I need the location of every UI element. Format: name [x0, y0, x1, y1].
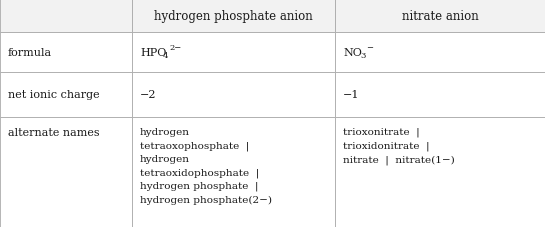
Text: trioxonitrate  |: trioxonitrate |: [343, 127, 420, 137]
Text: nitrate anion: nitrate anion: [402, 10, 479, 23]
Text: NO: NO: [343, 48, 362, 58]
Text: 4: 4: [163, 52, 168, 60]
Text: hydrogen phosphate anion: hydrogen phosphate anion: [154, 10, 313, 23]
Text: trioxidonitrate  |: trioxidonitrate |: [343, 141, 429, 150]
Text: 2−: 2−: [169, 44, 181, 52]
Bar: [335, 33, 545, 73]
Text: alternate names: alternate names: [8, 127, 100, 137]
Text: hydrogen phosphate(2−): hydrogen phosphate(2−): [140, 195, 272, 204]
Bar: [132, 73, 335, 118]
Bar: [132, 33, 335, 73]
Bar: [335, 0, 545, 33]
Text: tetraoxophosphate  |: tetraoxophosphate |: [140, 141, 250, 150]
Text: hydrogen: hydrogen: [140, 127, 190, 136]
Text: net ionic charge: net ionic charge: [8, 90, 100, 100]
Bar: [0, 33, 132, 73]
Bar: [0, 0, 132, 33]
Bar: [0, 118, 132, 227]
Text: −2: −2: [140, 90, 156, 100]
Text: formula: formula: [8, 48, 52, 58]
Bar: [335, 73, 545, 118]
Text: −1: −1: [343, 90, 360, 100]
Text: hydrogen phosphate  |: hydrogen phosphate |: [140, 181, 258, 191]
Text: nitrate  |  nitrate(1−): nitrate | nitrate(1−): [343, 154, 455, 164]
Bar: [0, 73, 132, 118]
Bar: [335, 118, 545, 227]
Text: tetraoxidophosphate  |: tetraoxidophosphate |: [140, 168, 259, 177]
Text: 3: 3: [360, 52, 365, 60]
Text: −: −: [366, 44, 373, 52]
Text: hydrogen: hydrogen: [140, 154, 190, 163]
Text: HPO: HPO: [140, 48, 166, 58]
Bar: [132, 118, 335, 227]
Bar: [132, 0, 335, 33]
